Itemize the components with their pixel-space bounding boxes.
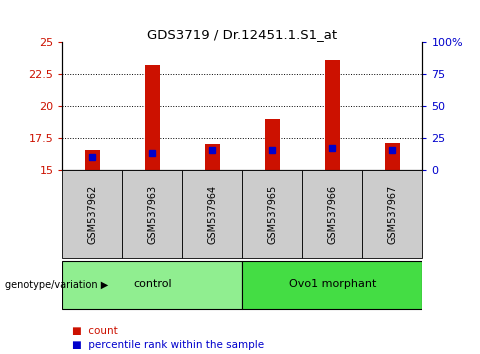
Text: GSM537963: GSM537963 [147,184,157,244]
Bar [85,149,100,170]
Bar [182,170,242,258]
Text: GSM537964: GSM537964 [207,184,217,244]
Text: ■  count: ■ count [72,326,118,336]
Bar [62,261,242,309]
Bar [242,261,422,309]
Text: ■  percentile rank within the sample: ■ percentile rank within the sample [72,340,264,350]
Bar [122,170,182,258]
Bar [362,170,422,258]
Bar [62,170,122,258]
Bar [205,144,220,170]
Bar [145,65,160,170]
Text: control: control [133,279,172,289]
Text: GSM537966: GSM537966 [327,184,337,244]
Title: GDS3719 / Dr.12451.1.S1_at: GDS3719 / Dr.12451.1.S1_at [147,28,337,41]
Bar [242,170,302,258]
Bar [302,170,362,258]
Text: GSM537962: GSM537962 [87,184,97,244]
Bar [325,60,340,170]
Text: GSM537965: GSM537965 [267,184,277,244]
Bar [265,119,280,170]
Text: Ovo1 morphant: Ovo1 morphant [288,279,376,289]
Text: GSM537967: GSM537967 [387,184,397,244]
Text: genotype/variation ▶: genotype/variation ▶ [5,280,108,290]
Bar [385,143,400,170]
